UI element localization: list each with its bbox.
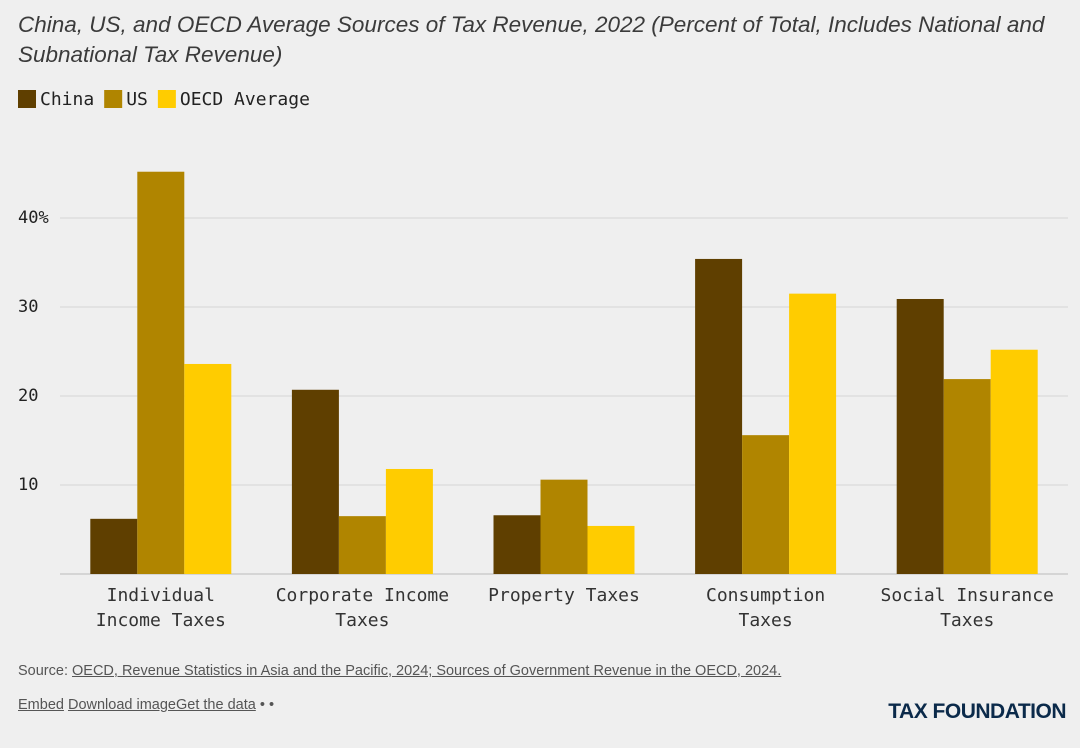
- legend-swatch: [104, 90, 123, 108]
- x-tick-label: Corporate Income Taxes: [275, 585, 450, 631]
- data-link[interactable]: Get the data: [176, 697, 256, 713]
- bar: [896, 298, 944, 574]
- x-tick-label: Individual Income Taxes: [95, 585, 226, 631]
- source-label: Source:: [18, 663, 68, 679]
- legend-swatch: [157, 90, 176, 108]
- bar: [338, 516, 386, 574]
- source: Source: OECD, Revenue Statistics in Asia…: [18, 663, 781, 679]
- download-link[interactable]: Download image: [67, 697, 176, 713]
- bar: [184, 363, 232, 574]
- bar: [540, 479, 588, 574]
- source-link[interactable]: OECD, Revenue Statistics in Asia and the…: [72, 663, 782, 679]
- legend-label: China: [40, 89, 94, 110]
- bar: [137, 171, 185, 574]
- bar: [90, 518, 138, 574]
- y-tick-label: 30: [18, 297, 38, 317]
- y-tick-label: 20: [18, 386, 38, 406]
- footer-links: Embed Download imageGet the data • •: [18, 697, 275, 713]
- legend-label: US: [126, 89, 148, 110]
- bar: [742, 435, 790, 574]
- logo: TAX FOUNDATION: [888, 700, 1066, 723]
- x-tick-label: Social Insurance Taxes: [880, 585, 1054, 631]
- x-tick-label: Property Taxes: [488, 585, 640, 606]
- bar: [587, 525, 635, 574]
- y-tick-label: 40%: [18, 208, 49, 228]
- bar: [990, 349, 1038, 574]
- bar: [493, 515, 541, 574]
- chart-title: China, US, and OECD Average Sources of T…: [18, 12, 1045, 67]
- embed-link[interactable]: Embed: [18, 697, 64, 713]
- legend-label: OECD Average: [180, 89, 310, 110]
- x-tick-label: Consumption Taxes: [705, 585, 826, 631]
- bar: [943, 379, 991, 574]
- bar: [695, 258, 743, 574]
- bar: [385, 468, 433, 574]
- bar: [291, 389, 339, 574]
- bar: [789, 293, 837, 574]
- legend-swatch: [18, 90, 36, 108]
- y-tick-label: 10: [18, 475, 38, 495]
